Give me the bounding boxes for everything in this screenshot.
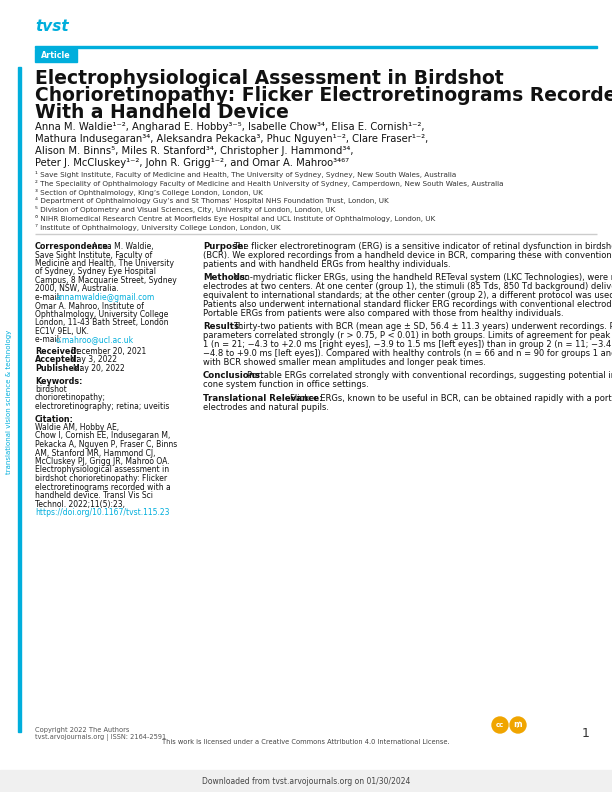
Text: with BCR showed smaller mean amplitudes and longer peak times.: with BCR showed smaller mean amplitudes … [203, 358, 486, 367]
Text: ¹ Save Sight Institute, Faculty of Medicine and Health, The University of Sydney: ¹ Save Sight Institute, Faculty of Medic… [35, 171, 457, 178]
Circle shape [510, 717, 526, 733]
Text: ⁷ Institute of Ophthalmology, University College London, London, UK: ⁷ Institute of Ophthalmology, University… [35, 224, 281, 230]
Text: The flicker electroretinogram (ERG) is a sensitive indicator of retinal dysfunct: The flicker electroretinogram (ERG) is a… [233, 242, 612, 251]
Text: patients and with handheld ERGs from healthy individuals.: patients and with handheld ERGs from hea… [203, 260, 450, 268]
Text: Copyright 2022 The Authors: Copyright 2022 The Authors [35, 727, 129, 733]
Text: ⁵ Division of Optometry and Visual Sciences, City, University of London, London,: ⁵ Division of Optometry and Visual Scien… [35, 206, 335, 213]
Text: translational vision science & technology: translational vision science & technolog… [6, 330, 12, 474]
Text: May 3, 2022: May 3, 2022 [70, 356, 117, 364]
Text: Mathura Indusegaran³⁴, Aleksandra Pekacka³, Phuc Nguyen¹⁻², Clare Fraser¹⁻²,: Mathura Indusegaran³⁴, Aleksandra Pekack… [35, 134, 428, 144]
Text: electroretinography; retina; uveitis: electroretinography; retina; uveitis [35, 402, 170, 411]
Text: Save Sight Institute, Faculty of: Save Sight Institute, Faculty of [35, 250, 152, 260]
Text: birdshot: birdshot [35, 385, 67, 394]
Text: December 20, 2021: December 20, 2021 [71, 347, 146, 356]
Bar [0, 770, 612, 792]
Text: Article: Article [41, 51, 71, 60]
Text: electroretinograms recorded with a: electroretinograms recorded with a [35, 482, 171, 492]
Text: AM, Stanford MR, Hammond CJ,: AM, Stanford MR, Hammond CJ, [35, 448, 155, 458]
Text: Pekacka A, Nguyen P, Fraser C, Binns: Pekacka A, Nguyen P, Fraser C, Binns [35, 440, 177, 449]
Text: 2000, NSW, Australia.: 2000, NSW, Australia. [35, 284, 119, 294]
Text: equivalent to international standards; at the other center (group 2), a differen: equivalent to international standards; a… [203, 291, 612, 300]
Text: Flicker ERGs, known to be useful in BCR, can be obtained rapidly with a portable: Flicker ERGs, known to be useful in BCR,… [290, 394, 612, 403]
Circle shape [492, 717, 508, 733]
Text: Portable ERGs from patients were also compared with those from healthy individua: Portable ERGs from patients were also co… [203, 309, 564, 318]
Text: 1 (n = 21; −4.3 to +2.0 ms [right eyes], −3.9 to 1.5 ms [left eyes]) than in gro: 1 (n = 21; −4.3 to +2.0 ms [right eyes],… [203, 340, 612, 349]
Text: May 20, 2022: May 20, 2022 [73, 364, 125, 373]
Text: handheld device. Transl Vis Sci: handheld device. Transl Vis Sci [35, 491, 153, 500]
Text: Peter J. McCluskey¹⁻², John R. Grigg¹⁻², and Omar A. Mahroo³⁴⁶⁷: Peter J. McCluskey¹⁻², John R. Grigg¹⁻²,… [35, 158, 349, 168]
Text: https://doi.org/10.1167/tvst.115.23: https://doi.org/10.1167/tvst.115.23 [35, 508, 170, 517]
Text: ⁴ Department of Ophthalmology Guy’s and St Thomas’ Hospital NHS Foundation Trust: ⁴ Department of Ophthalmology Guy’s and … [35, 197, 389, 204]
Text: ² The Speciality of Ophthalmology Faculty of Medicine and Health University of S: ² The Speciality of Ophthalmology Facult… [35, 180, 504, 187]
Text: ⁶ NIHR Biomedical Research Centre at Moorfields Eye Hospital and UCL Institute o: ⁶ NIHR Biomedical Research Centre at Moo… [35, 215, 435, 222]
Text: Keywords:: Keywords: [35, 376, 83, 386]
Bar [18, 67, 20, 732]
Text: Chorioretinopathy: Flicker Electroretinograms Recorded: Chorioretinopathy: Flicker Electroretino… [35, 86, 612, 105]
Text: Technol. 2022;11(5):23,: Technol. 2022;11(5):23, [35, 500, 125, 508]
Bar [35, 46, 597, 48]
Text: electrodes and natural pupils.: electrodes and natural pupils. [203, 403, 329, 412]
Text: birdshot chorioretinopathy: Flicker: birdshot chorioretinopathy: Flicker [35, 474, 167, 483]
Text: o.mahroo@ucl.ac.uk: o.mahroo@ucl.ac.uk [56, 336, 134, 345]
Text: Non-mydriatic flicker ERGs, using the handheld RETeval system (LKC Technologies): Non-mydriatic flicker ERGs, using the ha… [233, 273, 612, 283]
Text: Accepted:: Accepted: [35, 356, 80, 364]
Text: Ophthalmology, University College: Ophthalmology, University College [35, 310, 168, 319]
Text: Results:: Results: [203, 322, 242, 331]
Text: ₥: ₥ [513, 721, 522, 729]
Text: Campus, 8 Macquarie Street, Sydney: Campus, 8 Macquarie Street, Sydney [35, 276, 177, 285]
Text: cc: cc [496, 722, 504, 728]
Text: Medicine and Health, The University: Medicine and Health, The University [35, 259, 174, 268]
Text: London, 11-43 Bath Street, London: London, 11-43 Bath Street, London [35, 318, 168, 328]
Text: Received:: Received: [35, 347, 80, 356]
Text: 1: 1 [582, 727, 590, 740]
Text: Portable ERGs correlated strongly with conventional recordings, suggesting poten: Portable ERGs correlated strongly with c… [247, 371, 612, 380]
Text: annamwaldie@gmail.com: annamwaldie@gmail.com [56, 293, 155, 302]
Text: Patients also underwent international standard flicker ERG recordings with conve: Patients also underwent international st… [203, 300, 612, 309]
Text: electrodes at two centers. At one center (group 1), the stimuli (85 Tds, 850 Td : electrodes at two centers. At one center… [203, 282, 612, 291]
Text: This work is licensed under a Creative Commons Attribution 4.0 International Lic: This work is licensed under a Creative C… [162, 739, 450, 745]
Text: Purpose:: Purpose: [203, 242, 247, 251]
Text: Translational Relevance:: Translational Relevance: [203, 394, 323, 403]
Text: Alison M. Binns⁵, Miles R. Stanford³⁴, Christopher J. Hammond³⁴,: Alison M. Binns⁵, Miles R. Stanford³⁴, C… [35, 146, 354, 156]
Text: tvst: tvst [35, 19, 69, 34]
Text: Downloaded from tvst.arvojournals.org on 01/30/2024: Downloaded from tvst.arvojournals.org on… [202, 776, 410, 786]
Text: chorioretinopathy;: chorioretinopathy; [35, 394, 106, 402]
Text: e-mail:: e-mail: [35, 293, 64, 302]
Text: Waldie AM, Hobby AE,: Waldie AM, Hobby AE, [35, 423, 119, 432]
Text: Anna M. Waldie,: Anna M. Waldie, [92, 242, 154, 251]
Text: parameters correlated strongly (r > 0.75, P < 0.01) in both groups. Limits of ag: parameters correlated strongly (r > 0.75… [203, 331, 612, 341]
Text: (BCR). We explored recordings from a handheld device in BCR, comparing these wit: (BCR). We explored recordings from a han… [203, 251, 612, 260]
Text: −4.8 to +9.0 ms [left eyes]). Compared with healthy controls (n = 66 and n = 90 : −4.8 to +9.0 ms [left eyes]). Compared w… [203, 348, 612, 358]
Text: Anna M. Waldie¹⁻², Angharad E. Hobby³⁻⁵, Isabelle Chow³⁴, Elisa E. Cornish¹⁻²,: Anna M. Waldie¹⁻², Angharad E. Hobby³⁻⁵,… [35, 122, 425, 132]
Text: ³ Section of Ophthalmology, King’s College London, London, UK: ³ Section of Ophthalmology, King’s Colle… [35, 188, 263, 196]
Text: Chow I, Cornish EE, Indusegaran M,: Chow I, Cornish EE, Indusegaran M, [35, 432, 170, 440]
Text: Electrophysiological assessment in: Electrophysiological assessment in [35, 466, 169, 474]
Text: tvst.arvojournals.org | ISSN: 2164-2591: tvst.arvojournals.org | ISSN: 2164-2591 [35, 734, 166, 741]
Text: Conclusions:: Conclusions: [203, 371, 264, 380]
Text: McCluskey PJ, Grigg JR, Mahroo OA.: McCluskey PJ, Grigg JR, Mahroo OA. [35, 457, 170, 466]
Text: Methods:: Methods: [203, 273, 248, 283]
Text: EC1V 9EL, UK.: EC1V 9EL, UK. [35, 327, 89, 336]
Text: cone system function in office settings.: cone system function in office settings. [203, 380, 369, 389]
Text: With a Handheld Device: With a Handheld Device [35, 103, 289, 122]
Text: Electrophysiological Assessment in Birdshot: Electrophysiological Assessment in Birds… [35, 69, 504, 88]
Text: Citation:: Citation: [35, 414, 74, 424]
Bar [35, 49, 77, 62]
Text: Correspondence:: Correspondence: [35, 242, 112, 251]
Text: Published:: Published: [35, 364, 83, 373]
Text: e-mail:: e-mail: [35, 336, 64, 345]
Text: Thirty-two patients with BCR (mean age ± SD, 56.4 ± 11.3 years) underwent record: Thirty-two patients with BCR (mean age ±… [233, 322, 612, 331]
Text: Omar A. Mahroo, Institute of: Omar A. Mahroo, Institute of [35, 302, 144, 310]
Text: of Sydney, Sydney Eye Hospital: of Sydney, Sydney Eye Hospital [35, 268, 156, 276]
